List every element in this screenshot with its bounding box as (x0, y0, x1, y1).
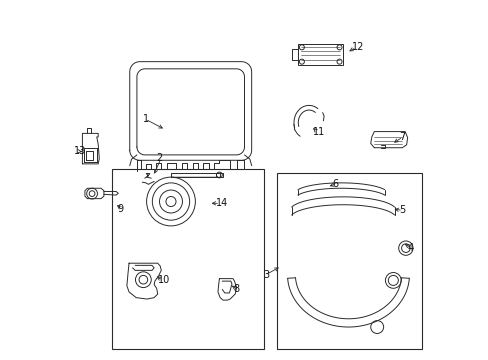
Text: 8: 8 (233, 284, 239, 294)
Text: 9: 9 (117, 204, 123, 214)
Bar (298, 44, 343, 65)
Text: 7: 7 (398, 132, 404, 142)
Text: 12: 12 (351, 42, 364, 52)
Bar (112, 169, 264, 348)
Text: 2: 2 (156, 153, 163, 163)
Text: 14: 14 (215, 198, 227, 208)
Text: 11: 11 (312, 127, 324, 136)
Text: 4: 4 (407, 243, 413, 253)
Text: 5: 5 (398, 206, 404, 216)
Text: 10: 10 (158, 275, 170, 285)
Text: 6: 6 (332, 179, 338, 189)
Text: 13: 13 (74, 146, 86, 156)
Text: 1: 1 (143, 114, 149, 124)
Bar (276, 173, 421, 348)
Text: 3: 3 (263, 270, 269, 280)
